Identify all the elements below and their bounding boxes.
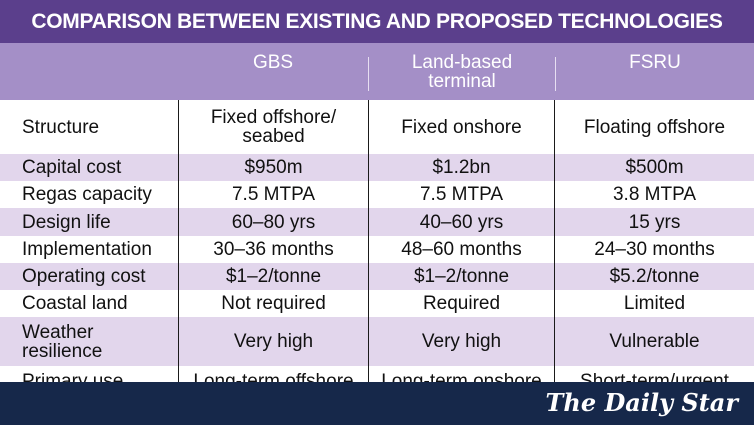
table-row-operating-cost: Operating cost $1–2/tonne $1–2/tonne $5.… xyxy=(0,263,754,290)
cell-land-based: 7.5 MTPA xyxy=(368,181,554,208)
table-row-design-life: Design life 60–80 yrs 40–60 yrs 15 yrs xyxy=(0,208,754,236)
cell-land-based: $1.2bn xyxy=(368,154,554,181)
cell-fsru: 15 yrs xyxy=(554,208,754,236)
cell-gbs: $1–2/tonne xyxy=(178,263,368,290)
table-row-capital-cost: Capital cost $950m $1.2bn $500m xyxy=(0,154,754,181)
row-label: Weather resilience xyxy=(22,321,103,362)
row-label: Primary use xyxy=(22,370,124,383)
cell-gbs: 7.5 MTPA xyxy=(178,181,368,208)
cell-land-based: Fixed onshore xyxy=(368,100,554,154)
row-label: Operating cost xyxy=(22,266,146,287)
row-label: Implementation xyxy=(22,239,152,260)
cell-fsru: Floating offshore xyxy=(554,100,754,154)
cell-fsru: $5.2/tonne xyxy=(554,263,754,290)
cell-fsru: Limited xyxy=(554,290,754,317)
footer-bar: The Daily Star xyxy=(0,382,754,425)
cell-fsru: Vulnerable xyxy=(554,317,754,366)
row-label: Regas capacity xyxy=(22,184,152,205)
row-label: Structure xyxy=(22,116,100,138)
cell-gbs: Not required xyxy=(178,290,368,317)
cell-gbs: 30–36 months xyxy=(178,236,368,263)
table-row-structure: Structure Fixed offshore/ seabed Fixed o… xyxy=(0,100,754,154)
cell-fsru: $500m xyxy=(554,154,754,181)
row-label: Coastal land xyxy=(22,293,128,314)
cell-land-based: $1–2/tonne xyxy=(368,263,554,290)
row-label: Capital cost xyxy=(22,157,122,178)
cell-gbs: 60–80 yrs xyxy=(178,208,368,236)
cell-land-based: Required xyxy=(368,290,554,317)
cell-land-based: Long-term onshore xyxy=(368,366,554,382)
table-row-coastal-land: Coastal land Not required Required Limit… xyxy=(0,290,754,317)
row-label: Design life xyxy=(22,211,111,233)
header-divider xyxy=(368,57,369,91)
column-header-fsru: FSRU xyxy=(629,52,681,73)
cell-fsru: 24–30 months xyxy=(554,236,754,263)
table-row-weather-resilience: Weather resilience Very high Very high V… xyxy=(0,317,754,366)
header-divider xyxy=(555,57,556,91)
table-row-regas-capacity: Regas capacity 7.5 MTPA 7.5 MTPA 3.8 MTP… xyxy=(0,181,754,208)
table-row-primary-use: Primary use Long-term offshore Long-term… xyxy=(0,366,754,382)
cell-gbs: Very high xyxy=(178,317,368,366)
cell-gbs: Long-term offshore xyxy=(178,366,368,382)
table-title: COMPARISON BETWEEN EXISTING AND PROPOSED… xyxy=(0,0,754,43)
brand-logo: The Daily Star xyxy=(545,388,738,417)
cell-gbs: $950m xyxy=(178,154,368,181)
column-header-land-based-terminal: Land-based terminal xyxy=(411,51,513,92)
table-row-implementation: Implementation 30–36 months 48–60 months… xyxy=(0,236,754,263)
cell-fsru: Short-term/urgent xyxy=(554,366,754,382)
comparison-table: Structure Fixed offshore/ seabed Fixed o… xyxy=(0,100,754,382)
cell-gbs: Fixed offshore/ seabed xyxy=(178,100,368,154)
cell-land-based: Very high xyxy=(368,317,554,366)
cell-fsru: 3.8 MTPA xyxy=(554,181,754,208)
cell-land-based: 40–60 yrs xyxy=(368,208,554,236)
column-header-gbs: GBS xyxy=(252,52,294,73)
column-header-row: GBS Land-based terminal FSRU xyxy=(0,43,754,100)
cell-land-based: 48–60 months xyxy=(368,236,554,263)
